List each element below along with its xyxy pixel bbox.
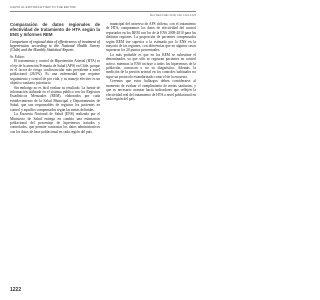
right-column: municipal del universo de APS chileno, c…: [106, 22, 196, 280]
paragraph: municipal del universo de APS chileno, c…: [106, 22, 196, 53]
paragraph: La Encuesta Nacional de Salud (ENS) real…: [10, 112, 100, 134]
citation: Rev Med Chile 2016; 144: 1222-1223: [150, 13, 196, 17]
left-body: El tratamiento y control de Hipertensión…: [10, 59, 100, 134]
salutation: Sr. Editor:: [10, 54, 25, 59]
right-body: municipal del universo de APS chileno, c…: [106, 22, 196, 101]
page: CARTA AL EDITOR/LETTER TO THE EDITOR Com…: [10, 5, 196, 293]
page-number: 1222: [10, 287, 22, 293]
left-column: Comparación de datos regionales de efect…: [10, 22, 100, 280]
article-subtitle: Comparison of regional data of effective…: [10, 39, 100, 53]
paragraph: El tratamiento y control de Hipertensión…: [10, 59, 100, 86]
paragraph: Sin embargo no es fácil evaluar su resul…: [10, 85, 100, 112]
section-label: CARTA AL EDITOR/LETTER TO THE EDITOR: [10, 5, 76, 9]
article-title: Comparación de datos regionales de efect…: [10, 22, 100, 38]
paragraph: Creemos que estos hallazgos deben consid…: [106, 79, 196, 101]
paragraph: Lo más probable es que en los REM se sub…: [106, 52, 196, 79]
header-rule: CARTA AL EDITOR/LETTER TO THE EDITOR: [10, 5, 196, 12]
